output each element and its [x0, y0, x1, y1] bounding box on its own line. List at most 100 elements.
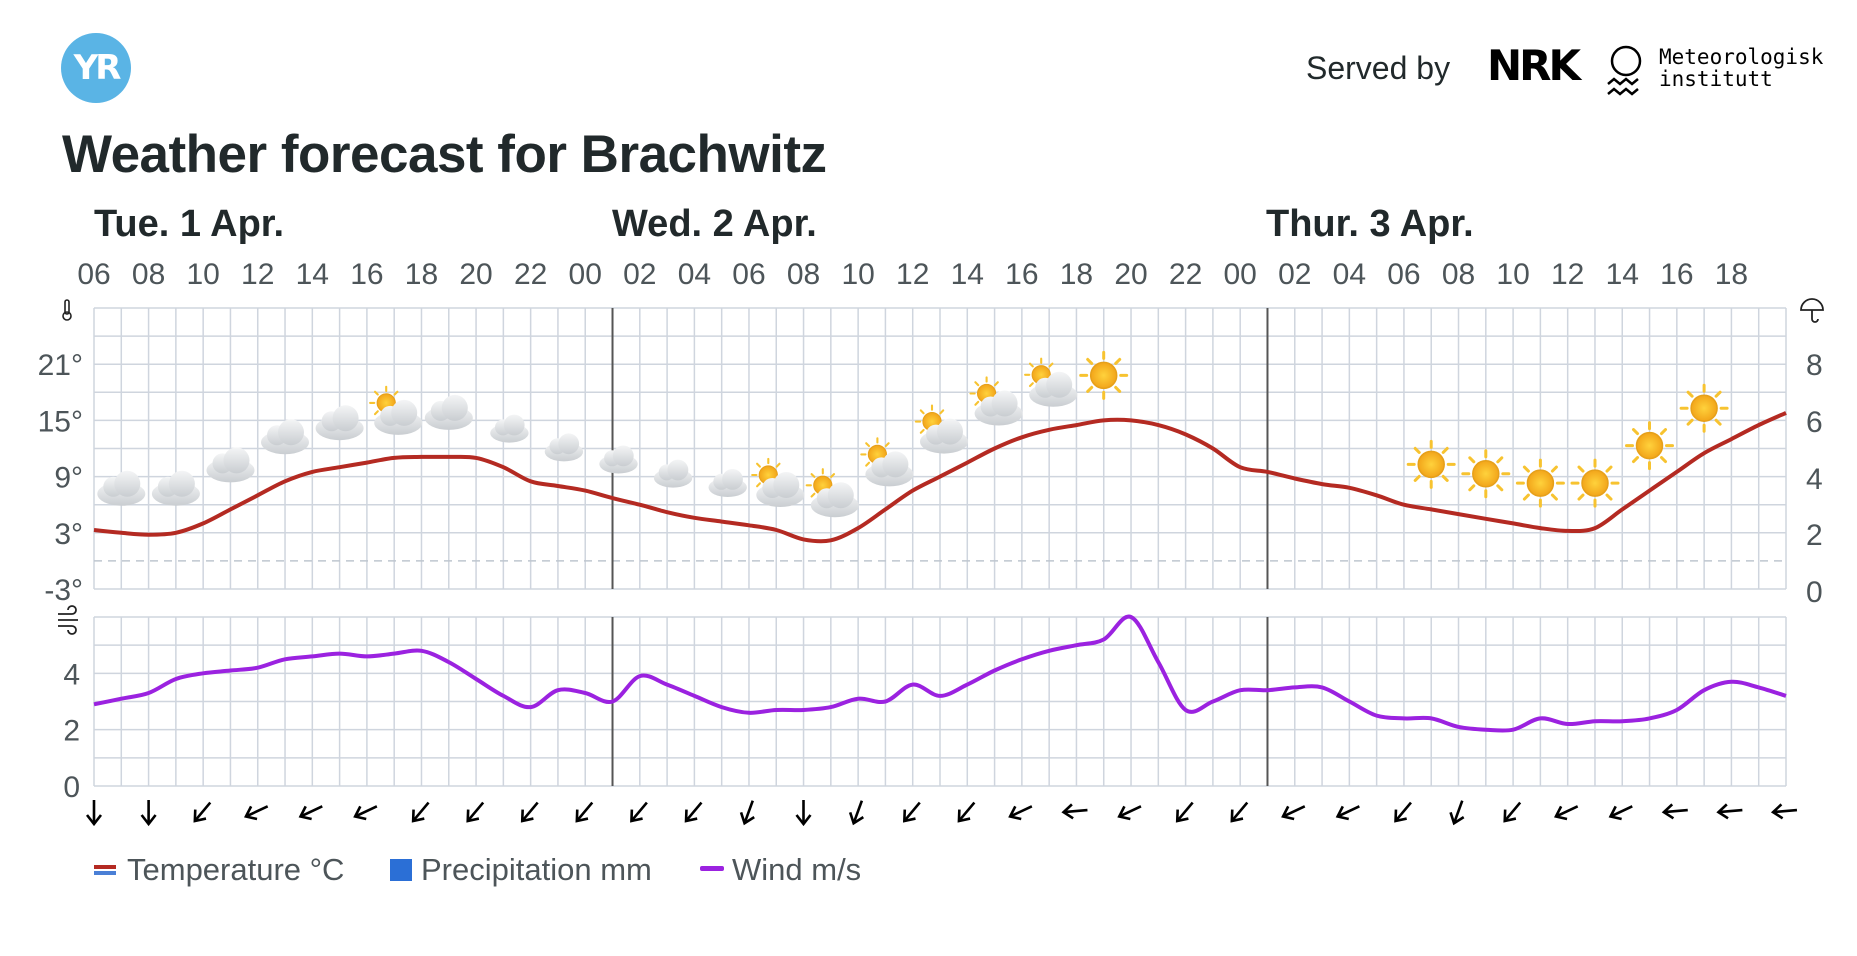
arrow-head [630, 809, 643, 823]
arrow-shaft [522, 801, 539, 821]
legend-item-wind[interactable]: Wind m/s [700, 852, 861, 887]
yr-logo[interactable]: YR [61, 33, 131, 103]
legend: Temperature °C Precipitation mm Wind m/s [94, 852, 861, 887]
arrow-wsw-icon [1553, 805, 1579, 821]
arrow-head [466, 809, 480, 823]
arrow-head [902, 809, 916, 823]
partly-sunny-icon [861, 438, 913, 486]
arrow-head [85, 814, 103, 827]
temperature-axis-label: 9° [54, 462, 83, 495]
precipitation-axis-label: 8 [1806, 349, 1823, 382]
legend-item-temperature[interactable]: Temperature °C [94, 852, 344, 887]
arrow-wsw-icon [1281, 805, 1306, 821]
arrow-head [1394, 809, 1407, 823]
arrow-sw-icon [1230, 801, 1249, 823]
arrow-ssw-icon [1449, 800, 1465, 826]
arrow-shaft [1284, 805, 1306, 817]
sun-icon [1079, 350, 1129, 400]
hour-tick-label: 16 [1660, 258, 1693, 291]
partly-sunny-icon [752, 459, 804, 507]
precipitation-axis-label: 6 [1806, 406, 1823, 439]
hour-tick-label: 14 [951, 258, 984, 291]
hour-tick-label: 06 [77, 258, 110, 291]
moon-cloud-icon [488, 402, 529, 442]
partly-sunny-icon [971, 377, 1023, 425]
legend-item-precipitation[interactable]: Precipitation mm [390, 852, 652, 887]
arrow-shaft [577, 801, 594, 821]
hour-tick-label: 16 [350, 258, 383, 291]
arrow-sw-icon [1394, 801, 1412, 823]
hour-tick-label: 22 [1169, 258, 1202, 291]
arrow-head [1335, 805, 1350, 821]
wind-axis-label: 2 [63, 715, 80, 748]
arrow-head [411, 809, 425, 823]
hour-tick-label: 06 [732, 258, 765, 291]
hour-tick-label: 04 [678, 258, 711, 291]
arrow-shaft [959, 801, 976, 821]
arrow-shaft [1557, 805, 1579, 817]
arrow-sw-icon [902, 801, 921, 823]
arrow-shaft [1395, 801, 1412, 821]
wind-axis-label: 4 [63, 658, 80, 691]
hour-tick-label: 08 [132, 258, 165, 291]
thermometer-icon [62, 299, 72, 321]
arrow-head [1061, 803, 1074, 820]
nrk-logo[interactable]: NRK [1487, 41, 1581, 90]
hour-tick-label: 12 [241, 258, 274, 291]
moon-icon [1366, 434, 1383, 467]
sun-icon [1625, 421, 1674, 471]
hour-tick-label: 16 [1005, 258, 1038, 291]
arrow-shaft [1505, 801, 1522, 821]
arrow-wsw-icon [1008, 805, 1033, 821]
hour-tick-label: 08 [1442, 258, 1475, 291]
hour-tick-label: 10 [841, 258, 874, 291]
cloud-icon [424, 394, 473, 430]
arrow-wsw-icon [298, 805, 323, 821]
sun-icon [1406, 439, 1456, 489]
hour-tick-label: 02 [623, 258, 656, 291]
arrow-shaft [744, 800, 754, 822]
arrow-head [1175, 809, 1189, 823]
wind-grid [93, 616, 1787, 787]
cloud-icon [261, 419, 309, 455]
arrow-head [1716, 803, 1729, 820]
temperature-axis-label: 21° [38, 349, 83, 382]
partly-sunny-icon [370, 387, 422, 435]
partly-sunny-icon [916, 406, 968, 454]
arrow-sw-icon [630, 801, 648, 823]
arrow-down-icon [140, 800, 157, 827]
hour-tick-label: 02 [1278, 258, 1311, 291]
arrow-head [1449, 811, 1465, 826]
arrow-wsw-icon [1335, 805, 1360, 821]
hour-tick-label: 10 [186, 258, 219, 291]
arrow-ssw-icon [848, 800, 865, 826]
arrow-shaft [1665, 808, 1688, 814]
arrow-wsw-icon [243, 805, 269, 821]
moon-cloud-icon [542, 421, 583, 461]
day-label: Thur. 3 Apr. [1266, 203, 1474, 245]
arrow-shaft [413, 801, 430, 821]
arrow-shaft [904, 801, 921, 821]
arrow-shaft [1232, 801, 1249, 821]
cloud-icon [206, 447, 255, 483]
wind-icon [58, 605, 78, 635]
arrow-head [848, 811, 865, 826]
wind-axis-label: 0 [63, 771, 80, 804]
hour-tick-label: 18 [1060, 258, 1093, 291]
wind-direction-row [85, 800, 1798, 827]
arrow-head [1503, 809, 1517, 823]
arrow-head [193, 809, 207, 823]
arrow-head [1281, 805, 1295, 821]
arrow-sw-icon [684, 801, 703, 823]
arrow-shaft [1453, 800, 1464, 822]
partly-sunny-icon [1025, 359, 1077, 407]
arrow-shaft [356, 805, 378, 817]
hour-tick-label: 18 [405, 258, 438, 291]
hour-tick-label: 12 [1551, 258, 1584, 291]
met-institute-logo[interactable]: Meteorologisk institutt [1659, 46, 1823, 90]
arrow-shaft [1338, 805, 1360, 817]
hour-tick-label: 06 [1387, 258, 1420, 291]
arrow-head [795, 814, 812, 827]
temperature-axis-label: -3° [44, 574, 83, 607]
